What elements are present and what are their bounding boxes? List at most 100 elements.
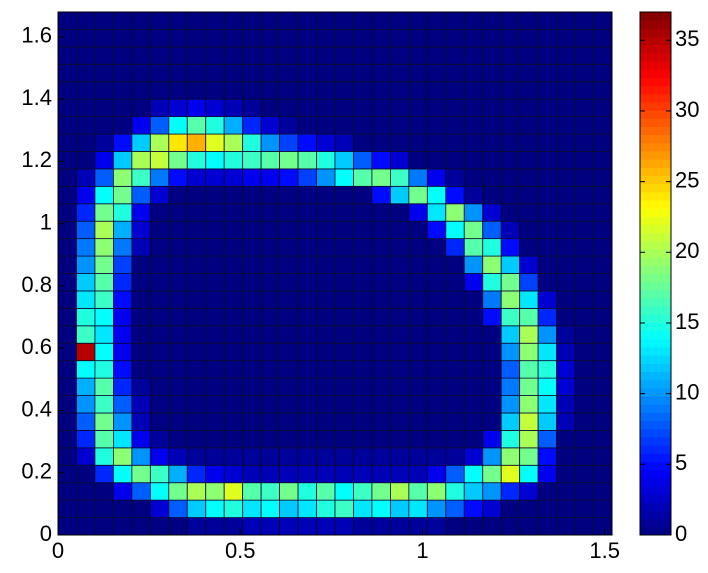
cell [131, 499, 151, 518]
cell [76, 342, 96, 362]
cell [426, 220, 447, 240]
cell [389, 273, 410, 292]
cell [76, 290, 96, 309]
cell [168, 116, 188, 135]
cell [242, 482, 262, 501]
cell [316, 220, 336, 240]
colorbar-segment [640, 494, 671, 503]
cell [76, 464, 96, 484]
colorbar-segment [640, 248, 671, 258]
cell [279, 63, 299, 83]
cell [408, 290, 428, 309]
cell [334, 203, 354, 222]
cell [408, 63, 428, 83]
cell [205, 464, 225, 484]
cell [463, 151, 484, 170]
cell [260, 133, 280, 152]
cell [168, 429, 188, 449]
cell [186, 203, 207, 222]
colorbar-segment [640, 461, 671, 471]
cell [482, 238, 502, 257]
cell [57, 517, 77, 536]
cell [500, 447, 521, 466]
cell [556, 517, 576, 536]
cell [463, 46, 484, 65]
cell [260, 290, 280, 309]
cell [76, 482, 96, 501]
colorbar-segment [640, 387, 671, 397]
cell [131, 517, 151, 536]
cell [223, 429, 244, 449]
y-tick-label: 1.4 [21, 85, 52, 110]
cell [371, 273, 391, 292]
cell [389, 46, 410, 65]
cell [463, 307, 484, 327]
cell [279, 116, 299, 135]
cell [260, 63, 280, 83]
cell [426, 29, 447, 48]
cell [297, 395, 317, 414]
cell [57, 46, 77, 65]
cell [186, 429, 207, 449]
cell [408, 464, 428, 484]
cell [519, 429, 539, 449]
cell [131, 185, 151, 205]
cell [223, 98, 244, 117]
colorbar-segment [640, 379, 671, 389]
cell [76, 133, 96, 152]
cell [556, 81, 576, 100]
cell [57, 464, 77, 484]
cell [57, 412, 77, 431]
cell [205, 290, 225, 309]
cell [168, 98, 188, 117]
cell [537, 151, 558, 170]
cell [426, 185, 447, 205]
cell [57, 429, 77, 449]
cell [279, 377, 299, 396]
cell [242, 116, 262, 135]
cell [149, 429, 170, 449]
cell [186, 11, 207, 30]
cell [297, 81, 317, 100]
cell [149, 447, 170, 466]
cell [149, 273, 170, 292]
cell [353, 412, 373, 431]
cell [186, 98, 207, 117]
cell [334, 395, 354, 414]
cell [353, 290, 373, 309]
colorbar-tick-label: 0 [675, 521, 687, 546]
cell [297, 447, 317, 466]
cell [57, 203, 77, 222]
cell [353, 499, 373, 518]
colorbar-segment [640, 330, 671, 340]
cell [316, 11, 336, 30]
cell [94, 151, 114, 170]
cell [186, 29, 207, 48]
cell [371, 133, 391, 152]
cell [223, 325, 244, 344]
cell [149, 116, 170, 135]
cell [537, 499, 558, 518]
cell [168, 464, 188, 484]
cell [371, 81, 391, 100]
cell [445, 499, 465, 518]
cell [76, 360, 96, 379]
cell [408, 395, 428, 414]
cell [593, 395, 613, 414]
cell [76, 447, 96, 466]
colorbar-segment [640, 199, 671, 209]
colorbar-segment [640, 420, 671, 430]
cell [500, 342, 521, 362]
cell [371, 220, 391, 240]
cell [371, 29, 391, 48]
cell [76, 273, 96, 292]
cell [297, 133, 317, 152]
cell [76, 429, 96, 449]
colorbar-tick-label: 35 [675, 26, 699, 51]
cell [131, 464, 151, 484]
cell [242, 517, 262, 536]
cell [519, 499, 539, 518]
cell [537, 342, 558, 362]
cell [242, 220, 262, 240]
cell [482, 133, 502, 152]
